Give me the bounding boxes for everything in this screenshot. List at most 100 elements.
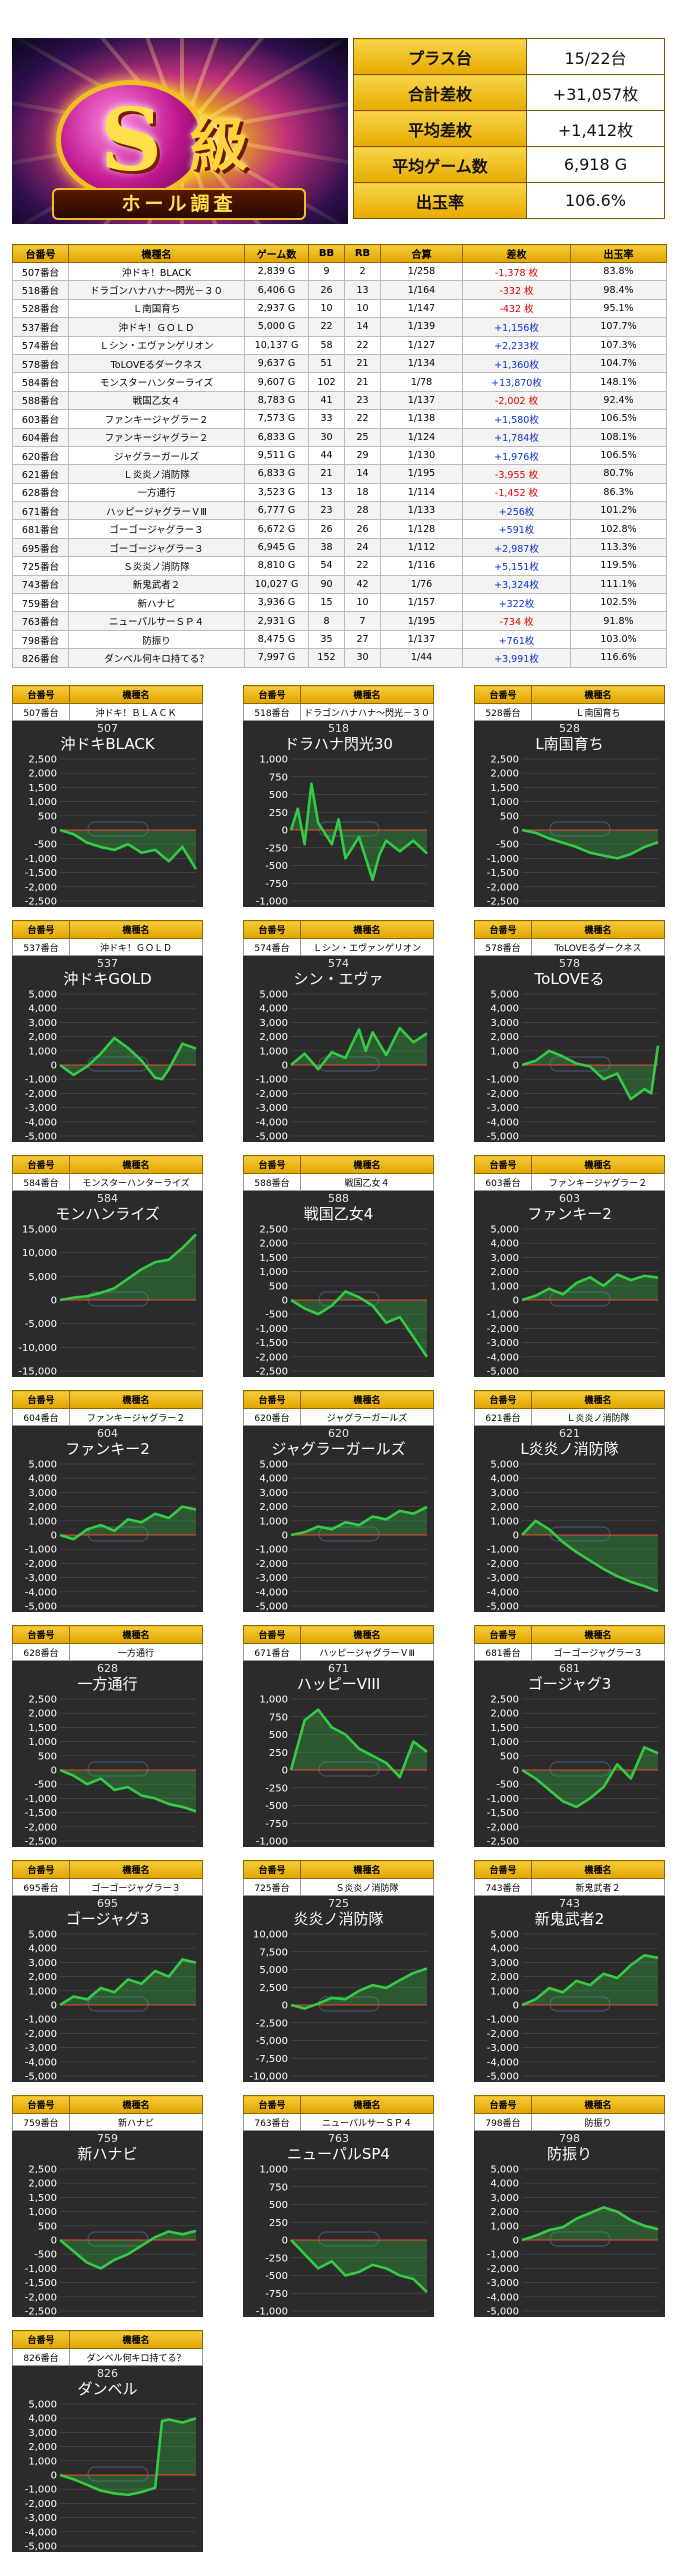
y-tick-label: 5,000 — [490, 990, 519, 1001]
table-cell: 26 — [308, 280, 345, 300]
summary-label: 出玉率 — [353, 182, 527, 219]
table-cell: 113.3% — [570, 537, 667, 558]
table-cell: 21 — [308, 464, 345, 484]
panel-unit-number: 759番台 — [12, 2113, 70, 2131]
watermark-logo — [549, 1996, 611, 2012]
table-cell: 41 — [308, 390, 345, 411]
slump-chart-panel: 台番号 機種名 574番台 Ｌシン・エヴァンゲリオン 574 シン・エヴァ 5,000 4,0… — [243, 920, 434, 1142]
table-cell: 10 — [344, 298, 381, 319]
table-row: 759番台 新ハナビ 3,936 G 15 10 1/157 +322枚 102.5% — [12, 593, 667, 613]
table-cell: -2,002 枚 — [462, 390, 571, 411]
y-tick-label: -1,000 — [25, 1794, 57, 1805]
panel-header-row: 台番号 機種名 — [243, 1860, 434, 1879]
y-tick-label: -5,000 — [25, 1602, 57, 1613]
y-tick-label: 1,500 — [28, 1723, 57, 1734]
table-cell: +13,870枚 — [462, 372, 571, 392]
y-tick-label: 0 — [51, 826, 57, 837]
machine-results-table: 台番号 機種名 ゲーム数 BB RB 合算 差枚 出玉率 507番台 沖ドキ！BLACK 2,83… — [12, 244, 667, 668]
table-cell: 44 — [308, 445, 345, 466]
panel-header-row: 台番号 機種名 — [12, 1625, 203, 1644]
y-tick-label: 250 — [269, 2218, 288, 2229]
series-area — [291, 783, 427, 880]
y-tick-label: -4,000 — [256, 1587, 288, 1598]
y-tick-label: -4,000 — [25, 1587, 57, 1598]
table-cell: 528番台 — [12, 298, 69, 319]
series-area — [522, 2207, 658, 2240]
panel-info-row: 621番台 Ｌ炎炎ノ消防隊 — [474, 1408, 665, 1426]
panel-unit-number: 620番台 — [243, 1408, 301, 1426]
panel-header-table: 台番号 機種名 671番台 ハッピージャグラーＶⅢ — [243, 1625, 434, 1661]
panel-machine-name: ジャグラーガールズ — [300, 1408, 434, 1426]
y-tick-label: -3,000 — [487, 2278, 519, 2289]
y-tick-label: -3,000 — [487, 1573, 519, 1584]
y-tick-label: -3,000 — [25, 1573, 57, 1584]
series-line — [521, 1745, 659, 1809]
chart-title: L南国育ち — [535, 735, 603, 753]
summary-value: 15/22台 — [526, 38, 665, 75]
y-tick-label: 500 — [500, 1751, 519, 1762]
y-tick-label: 5,000 — [28, 990, 57, 1001]
panel-header-row: 台番号 機種名 — [474, 2095, 665, 2114]
y-tick-label: -1,000 — [25, 2264, 57, 2275]
series-area — [291, 2240, 427, 2293]
table-cell: 6,833 G — [244, 427, 309, 447]
panel-machine-name: 沖ドキ！ＢＬＡＣＫ — [69, 703, 203, 721]
panel-unit-number: 671番台 — [243, 1643, 301, 1661]
y-tick-label: -4,000 — [487, 1587, 519, 1598]
table-cell: 798番台 — [12, 629, 69, 650]
chart-unit-label: 671 — [328, 1662, 349, 1675]
y-tick-label: 2,000 — [28, 1502, 57, 1513]
y-tick-label: 5,000 — [259, 1460, 288, 1471]
summary-label: 平均ゲーム数 — [353, 146, 527, 183]
y-tick-label: -2,000 — [487, 1822, 519, 1833]
watermark-logo — [318, 821, 380, 837]
y-tick-label: 500 — [269, 1730, 288, 1741]
table-cell: -734 枚 — [462, 611, 571, 631]
series-area — [60, 2418, 196, 2495]
y-tick-label: -750 — [265, 879, 288, 890]
y-tick-label: -2,000 — [256, 1559, 288, 1570]
panel-machine-name: 新ハナビ — [69, 2113, 203, 2131]
table-row: 798番台 防振り 8,475 G 35 27 1/137 +761枚 103.0% — [12, 629, 667, 650]
slump-chart-panel: 台番号 機種名 621番台 Ｌ炎炎ノ消防隊 621 L炎炎ノ消防隊 5,000 4,000 3,… — [474, 1390, 665, 1612]
chart-unit-label: 826 — [97, 2367, 118, 2380]
table-cell: 26 — [344, 519, 381, 539]
panel-unit-number: 763番台 — [243, 2113, 301, 2131]
table-cell: 3,936 G — [244, 593, 309, 613]
table-cell: 新鬼武者２ — [68, 574, 245, 595]
summary-value: +31,057枚 — [526, 74, 665, 111]
slump-chart-panel: 台番号 機種名 759番台 新ハナビ 759 新ハナビ 2,500 2,000 1,500 1,0… — [12, 2095, 203, 2317]
y-tick-label: -500 — [496, 840, 519, 851]
table-cell: +5,151枚 — [462, 556, 571, 576]
table-cell: 21 — [344, 372, 381, 392]
table-cell: 7,997 G — [244, 648, 309, 668]
chart-title: ファンキー2 — [527, 1205, 612, 1223]
table-cell: Ｌ南国育ち — [68, 298, 245, 319]
table-cell: 2,937 G — [244, 298, 309, 319]
y-tick-label: -5,000 — [25, 1319, 57, 1330]
chart-title: L炎炎ノ消防隊 — [520, 1440, 618, 1458]
panel-column-header: 機種名 — [300, 1390, 434, 1409]
y-tick-label: -500 — [265, 1310, 288, 1321]
y-tick-label: 1,000 — [259, 1516, 288, 1527]
panel-info-row: 798番台 防振り — [474, 2113, 665, 2131]
chart-title: 戦国乙女4 — [304, 1205, 374, 1223]
y-tick-label: 5,000 — [28, 1930, 57, 1941]
panel-machine-name: ハッピージャグラーＶⅢ — [300, 1643, 434, 1661]
chart-unit-label: 604 — [97, 1427, 118, 1440]
table-cell: +256枚 — [462, 501, 571, 521]
panel-header-row: 台番号 機種名 — [474, 1155, 665, 1174]
y-tick-label: 0 — [282, 1061, 288, 1072]
y-tick-label: -750 — [265, 2289, 288, 2300]
y-tick-label: 0 — [51, 1296, 57, 1307]
series-line — [59, 2417, 197, 2497]
y-tick-label: -2,000 — [25, 2029, 57, 2040]
series-line — [521, 1045, 660, 1101]
table-cell: 1/124 — [380, 427, 463, 447]
y-tick-label: 1,000 — [28, 2456, 57, 2467]
s-rank-kyu: 級 — [190, 111, 249, 179]
table-cell: +591枚 — [462, 519, 571, 539]
